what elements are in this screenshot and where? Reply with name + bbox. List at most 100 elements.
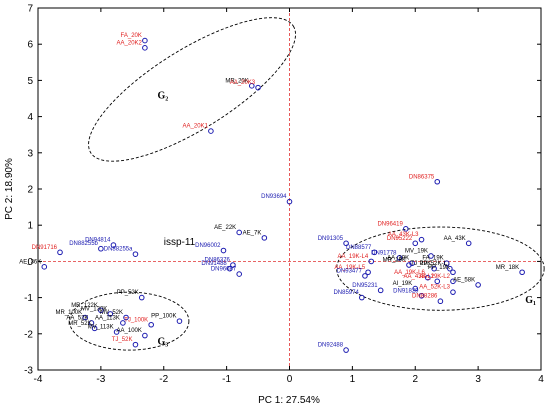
data-point <box>57 249 63 256</box>
data-point <box>343 347 349 353</box>
data-point <box>176 318 183 324</box>
point-label: MR_18K <box>496 265 519 271</box>
data-point <box>142 45 148 51</box>
annotation-label: issp-11 <box>164 237 196 248</box>
data-point <box>248 83 255 89</box>
reference-lines <box>38 8 541 370</box>
data-point <box>343 240 349 247</box>
point-label: PP_52K-L <box>419 261 447 267</box>
data-point <box>377 287 384 294</box>
data-point <box>110 242 117 248</box>
data-point <box>255 84 261 91</box>
point-label: DN88255a <box>104 247 133 253</box>
point-label: AA_43K-L3 <box>388 232 419 238</box>
data-points <box>41 37 525 353</box>
data-point <box>41 264 48 270</box>
y-tick-label: 2 <box>27 185 33 196</box>
x-axis-ticks: -4 -3 -2 -1 0 1 2 3 4 <box>34 8 544 385</box>
group-ellipse <box>68 291 190 351</box>
point-label: FA_20K <box>121 33 142 39</box>
data-point <box>396 254 403 261</box>
data-point <box>443 260 450 267</box>
data-point <box>450 278 456 285</box>
data-point <box>362 273 368 279</box>
point-label: DN95231 <box>352 283 378 289</box>
point-label: AA_19K-L2 <box>419 274 450 280</box>
data-point <box>406 262 412 268</box>
point-label: TJ_19K <box>410 261 431 267</box>
data-point <box>138 294 145 301</box>
data-point <box>286 198 293 205</box>
point-label: DN88255b <box>69 241 98 247</box>
point-label: MV_113K <box>88 324 114 330</box>
group-label: G₃ <box>157 337 168 348</box>
point-label: DN88577 <box>346 245 372 251</box>
data-point <box>431 265 437 272</box>
point-label: DN91716 <box>32 245 58 251</box>
data-point <box>412 240 419 247</box>
group-ellipse <box>88 17 296 162</box>
annotations: issp-11 <box>164 237 196 248</box>
point-label: FA_19K <box>422 256 443 262</box>
point-label: MR_100K <box>55 310 82 316</box>
point-label: DN92488 <box>318 343 344 349</box>
point-label: AA_113K <box>95 315 120 321</box>
point-label: MV_130K <box>81 306 107 312</box>
data-point <box>88 320 95 326</box>
point-label: DN86376 <box>205 258 231 264</box>
data-point <box>418 236 425 243</box>
data-point <box>220 247 227 254</box>
point-label: DN93694 <box>261 194 287 200</box>
point-label: MR_20K <box>225 78 248 84</box>
point-label: AE_36K <box>19 259 41 265</box>
data-point <box>236 271 242 277</box>
point-label: AA_43K-L2 <box>404 274 435 280</box>
data-point <box>434 178 441 185</box>
point-label: DN93477 <box>337 268 363 274</box>
data-point <box>365 269 371 276</box>
data-point <box>107 311 114 317</box>
y-axis-ticks: -3 -2 -1 0 1 2 3 4 5 6 7 <box>24 4 541 377</box>
point-label: MR_52K <box>68 321 91 327</box>
point-label: AA_20K1 <box>183 124 209 130</box>
data-point <box>123 314 129 321</box>
data-point <box>359 294 365 301</box>
data-point <box>447 265 453 272</box>
x-tick-label: 0 <box>287 374 293 385</box>
data-point <box>98 245 104 252</box>
point-label: DN86375 <box>409 174 435 180</box>
y-tick-label: 7 <box>27 4 33 15</box>
x-tick-label: 4 <box>538 374 544 385</box>
point-label: DN96087 <box>211 267 237 273</box>
data-point <box>425 274 431 281</box>
point-label: MV_19K <box>405 248 428 254</box>
point-label: AA_19K-L5 <box>334 265 365 271</box>
point-label: AI_19K <box>393 281 413 287</box>
point-label: AA_19K-L6 <box>394 270 425 276</box>
x-tick-label: 2 <box>412 374 418 385</box>
data-point <box>82 314 88 321</box>
group-ellipses <box>68 17 545 351</box>
data-point <box>368 258 375 265</box>
data-point <box>261 235 268 241</box>
x-tick-label: 1 <box>350 374 356 385</box>
data-point <box>403 226 409 232</box>
data-point <box>450 269 456 276</box>
data-point <box>418 292 425 299</box>
data-point <box>226 265 233 272</box>
y-tick-label: 1 <box>27 221 33 232</box>
x-tick-label: -2 <box>159 374 168 385</box>
data-point <box>142 332 148 339</box>
data-point <box>98 307 104 314</box>
point-label: DN85974 <box>333 290 359 296</box>
y-tick-label: 6 <box>27 40 33 51</box>
group-label: G₁ <box>525 295 536 306</box>
y-tick-label: -2 <box>24 329 33 340</box>
data-point <box>120 320 126 326</box>
point-label: AA_19K <box>387 256 409 262</box>
data-point <box>132 251 139 257</box>
point-label: DN95222 <box>387 236 413 242</box>
x-tick-label: -3 <box>96 374 105 385</box>
